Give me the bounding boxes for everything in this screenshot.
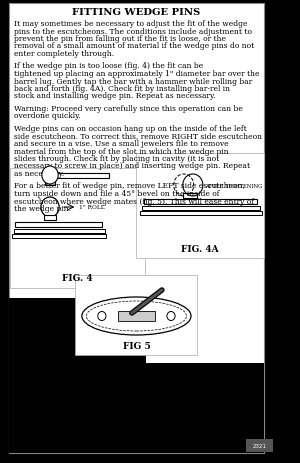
Bar [9,298,146,453]
Bar [46,175,55,186]
Text: enter completely through.: enter completely through. [14,50,114,58]
Text: FIG. 4: FIG. 4 [62,274,93,282]
Bar [144,200,257,205]
Text: material from the top of the slot in which the wedge pin: material from the top of the slot in whi… [14,147,228,155]
Text: tightened up placing an approximately 1" diameter bar over the: tightened up placing an approximately 1"… [14,70,259,78]
Text: prevent the pin from falling out if the fit is loose, or the: prevent the pin from falling out if the … [14,35,226,43]
Text: stock and installing wedge pin. Repeat as necessary.: stock and installing wedge pin. Repeat a… [14,92,215,100]
Text: removal of a small amount of material if the wedge pins do not: removal of a small amount of material if… [14,43,254,50]
Text: the wedge pin.: the wedge pin. [14,205,70,213]
Text: pins to the escutcheons. The conditions include adjustment to: pins to the escutcheons. The conditions … [14,27,252,36]
Bar [183,194,197,199]
Bar [44,216,56,220]
Text: 2321: 2321 [253,444,267,449]
Text: Warning: Proceed very carefully since this operation can be: Warning: Proceed very carefully since th… [14,105,242,113]
Bar [10,169,145,288]
Text: necessary to screw in place) and inserting wedge pin. Repeat: necessary to screw in place) and inserti… [14,162,250,170]
Text: and secure in a vise. Use a small jewelers file to remove: and secure in a vise. Use a small jewele… [14,140,228,148]
Text: Wedge pins can on occasion hang up on the inside of the left: Wedge pins can on occasion hang up on th… [14,125,246,133]
Bar [142,206,260,211]
Text: It may sometimes be necessary to adjust the fit of the wedge: It may sometimes be necessary to adjust … [14,20,247,28]
Bar [12,234,106,238]
Text: as necessary.: as necessary. [14,169,64,178]
Ellipse shape [82,297,191,335]
Text: FIG. 4A: FIG. 4A [181,244,219,253]
Text: If the wedge pin is too loose (fig. 4) the fit can be: If the wedge pin is too loose (fig. 4) t… [14,63,203,70]
Text: FITTING WEDGE PINS: FITTING WEDGE PINS [72,8,201,17]
Bar [140,212,262,216]
Text: 1" ROLL: 1" ROLL [79,205,105,210]
Text: slides through. Check fit by placing in cavity (it is not: slides through. Check fit by placing in … [14,155,219,163]
Text: back and forth (fig. 4A). Check fit by installing bar-rel in: back and forth (fig. 4A). Check fit by i… [14,85,230,93]
Bar [14,230,105,233]
Text: overdone quickly.: overdone quickly. [14,112,80,120]
Bar [136,154,264,258]
Bar [246,439,275,452]
Text: FIG 5: FIG 5 [123,341,150,350]
Text: turn upside down and file a 45° bevel on the inside of: turn upside down and file a 45° bevel on… [14,189,219,198]
Bar [146,363,264,453]
Bar [118,311,154,321]
Text: barrel lug. Gently tap the bar with a hammer while rolling bar: barrel lug. Gently tap the bar with a ha… [14,77,252,85]
Circle shape [42,167,58,185]
Bar [16,223,102,227]
Bar [55,174,109,179]
Circle shape [41,198,59,218]
Text: For a better fit of wedge pin, remove LEFT side escutcheon,: For a better fit of wedge pin, remove LE… [14,182,244,190]
Text: AFTER TIGHTENING: AFTER TIGHTENING [205,183,262,188]
Text: side escutcheon. To correct this, remove RIGHT side escutcheon: side escutcheon. To correct this, remove… [14,132,262,140]
Text: escutcheon where wedge mates (fig. 5). This will ease entry of: escutcheon where wedge mates (fig. 5). T… [14,197,253,205]
Bar [76,275,197,355]
